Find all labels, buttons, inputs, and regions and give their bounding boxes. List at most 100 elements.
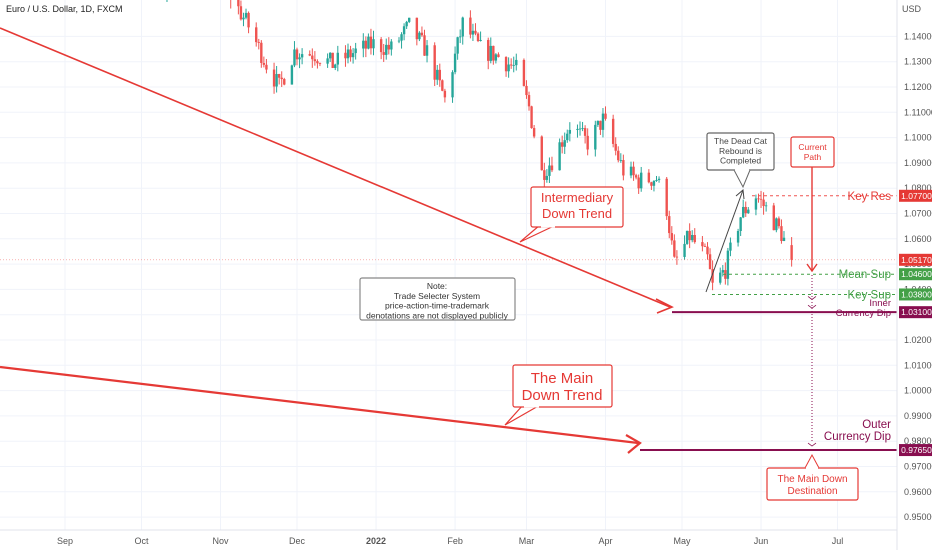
- key-res-label: Key Res: [848, 191, 892, 203]
- candle-body: [693, 235, 696, 243]
- y-tick-label: 1.11000: [904, 107, 932, 117]
- candle-body: [586, 135, 589, 150]
- candle-body: [265, 64, 268, 70]
- candle-body: [260, 42, 263, 63]
- chart-title: Euro / U.S. Dollar, 1D, FXCM: [6, 4, 123, 14]
- price-badge-text: 1.03100: [901, 307, 932, 317]
- candle-body: [382, 52, 385, 55]
- price-badge-text: 0.97650: [901, 445, 932, 455]
- candle-body: [415, 17, 419, 40]
- main-trend-arrowhead: [625, 434, 642, 454]
- candle-body: [344, 52, 347, 59]
- candle-body: [632, 166, 635, 176]
- candle-body: [675, 256, 679, 258]
- candle-body: [690, 235, 694, 241]
- candle-body: [527, 95, 531, 107]
- candle-body: [456, 37, 459, 54]
- destination-tail: [804, 453, 820, 469]
- candle-body: [385, 44, 388, 55]
- candle-body: [407, 17, 411, 22]
- price-badge-text: 1.07700: [901, 191, 932, 201]
- candle-body: [331, 52, 334, 68]
- candle-body: [318, 63, 322, 65]
- candle-body: [739, 217, 742, 231]
- candle-body: [336, 52, 340, 65]
- rebound-arrow-line: [705, 189, 744, 293]
- note-box: [359, 277, 516, 321]
- projected-path-chevron: [807, 304, 817, 309]
- candle-body: [494, 54, 498, 61]
- candle-body: [543, 170, 546, 180]
- candle-body: [402, 26, 406, 35]
- y-tick-label: 1.14000: [904, 31, 932, 41]
- candle-body: [451, 72, 454, 98]
- candle-body: [479, 39, 482, 41]
- candle-body: [244, 12, 248, 18]
- candle-body: [775, 218, 778, 231]
- current-path-arrowhead: [806, 263, 818, 273]
- y-tick-label: 1.07000: [904, 209, 932, 219]
- candle-body: [622, 160, 625, 176]
- candle-body: [425, 45, 429, 56]
- candle-body: [504, 57, 508, 72]
- candle-body: [362, 40, 365, 49]
- x-tick-label: Mar: [519, 536, 535, 546]
- projected-path-chevron: [807, 442, 817, 447]
- candle-body: [540, 136, 543, 171]
- projected-path-chevron: [807, 296, 817, 300]
- candle-body: [443, 90, 447, 98]
- outer-dip-label: Outer Currency Dip: [824, 419, 891, 443]
- candle-body: [650, 182, 653, 186]
- candle-body: [683, 243, 686, 257]
- x-tick-label: Jun: [754, 536, 769, 546]
- candle-body: [405, 21, 408, 27]
- candle-body: [754, 198, 758, 210]
- y-tick-label: 1.10000: [904, 133, 932, 143]
- candle-body: [757, 198, 760, 200]
- candle-body: [634, 175, 638, 178]
- candle-body: [453, 53, 457, 73]
- candle-body: [780, 226, 783, 242]
- candle-body: [275, 74, 278, 87]
- price-badge-text: 1.04600: [901, 269, 932, 279]
- candle-body: [560, 142, 564, 147]
- y-tick-label: 1.13000: [904, 57, 932, 67]
- candle-body: [762, 199, 765, 207]
- candle-body: [471, 30, 475, 35]
- candle-body: [492, 45, 495, 61]
- candle-body: [328, 52, 332, 59]
- candle-body: [782, 237, 786, 242]
- dead-cat-text: The Dead Cat Rebound is Completed: [714, 136, 768, 166]
- candle-body: [497, 54, 500, 58]
- y-tick-label: 1.12000: [904, 82, 932, 92]
- intermediary-callout-tail: [519, 224, 557, 243]
- main-callout-text: The Main Down Trend: [522, 370, 603, 404]
- candle-body: [747, 209, 750, 214]
- candle-body: [729, 242, 732, 251]
- candle-body: [583, 128, 587, 136]
- candle-body: [673, 240, 676, 257]
- intermediary-callout-text: Intermediary Down Trend: [541, 190, 614, 221]
- current-path-text: Current Path: [798, 142, 827, 162]
- candle-body: [759, 198, 763, 200]
- candle-body: [474, 30, 477, 34]
- candle-body: [647, 172, 651, 183]
- price-badge: [899, 288, 932, 301]
- candle-body: [721, 270, 724, 273]
- candle-body: [487, 39, 490, 61]
- x-tick-label: Apr: [599, 536, 613, 546]
- dead-cat-tail: [733, 169, 751, 189]
- candle-body: [461, 17, 464, 37]
- candle-body: [711, 269, 714, 283]
- candle-body: [736, 230, 740, 243]
- intermediary-callout-box: [530, 186, 624, 228]
- candle-body: [701, 242, 704, 247]
- candle-body: [637, 177, 640, 189]
- candle-body: [744, 206, 747, 214]
- candle-body: [525, 85, 528, 96]
- price-badge: [899, 253, 932, 266]
- y-tick-label: 1.02000: [904, 335, 932, 345]
